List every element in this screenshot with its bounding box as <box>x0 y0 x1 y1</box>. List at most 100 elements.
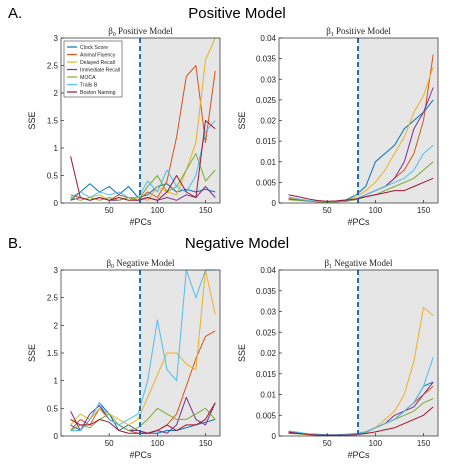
section-a-title: Positive Model <box>188 5 286 22</box>
y-tick-label: 0 <box>272 199 277 208</box>
series-line-6 <box>70 269 216 431</box>
section-b-letter: B. <box>8 235 22 252</box>
y-tick-label: 0.5 <box>47 404 59 413</box>
y-axis-label: SSE <box>27 111 37 129</box>
y-tick-label: 1.5 <box>47 117 59 126</box>
y-tick-label: 0.005 <box>256 411 277 420</box>
y-tick-label: 2.5 <box>47 62 59 71</box>
chart-title-subscript: 0 <box>111 264 114 270</box>
x-axis-label: #PCs <box>347 217 370 227</box>
y-axis-label: SSE <box>27 344 37 362</box>
chart-title: β1 Negative Model <box>324 258 393 270</box>
x-tick-label: 50 <box>323 206 332 215</box>
chart-panel-2: β1 Positive Model 0 0.005 0.01 0.015 0.02 0.02… <box>237 26 439 227</box>
x-axis-label: #PCs <box>129 217 152 227</box>
x-tick-label: 100 <box>151 206 165 215</box>
chart-title-subscript: 1 <box>331 32 334 38</box>
y-tick-label: 0.03 <box>260 308 276 317</box>
legend-entry: Delayed Recall <box>80 60 115 66</box>
y-tick-label: 0.035 <box>256 55 277 64</box>
shaded-region <box>140 270 220 436</box>
series-line-6 <box>288 144 434 203</box>
y-tick-label: 0.04 <box>260 266 276 275</box>
x-tick-label: 150 <box>199 439 213 448</box>
series-line-7 <box>288 406 434 436</box>
x-tick-label: 50 <box>105 439 114 448</box>
x-axis-label: #PCs <box>129 450 152 460</box>
chart-title: β1 Positive Model <box>326 26 391 38</box>
section-a-header: A. Positive Model <box>8 5 286 22</box>
x-tick-label: 150 <box>417 206 431 215</box>
x-tick-label: 50 <box>323 439 332 448</box>
y-tick-label: 0.03 <box>260 75 276 84</box>
chart-title-text: Negative Model <box>332 258 393 268</box>
series-line-3 <box>70 269 216 426</box>
y-tick-label: 0.015 <box>256 370 277 379</box>
y-tick-label: 0.015 <box>256 137 277 146</box>
legend-entry: MOCA <box>80 75 96 81</box>
x-axis-label: #PCs <box>347 450 370 460</box>
y-tick-label: 0 <box>54 199 59 208</box>
y-tick-label: 0.02 <box>260 117 276 126</box>
y-tick-label: 1.5 <box>47 349 59 358</box>
y-tick-label: 0.025 <box>256 96 277 105</box>
shaded-region <box>140 38 220 203</box>
y-tick-label: 0.02 <box>260 349 276 358</box>
chart-title-text: Positive Model <box>334 26 392 36</box>
legend-entry: Clock Score <box>80 45 108 51</box>
y-tick-label: 0.5 <box>47 172 59 181</box>
y-tick-label: 0.025 <box>256 328 277 337</box>
chart-title-text: Negative Model <box>114 258 175 268</box>
y-tick-label: 3 <box>54 34 59 43</box>
chart-panel-4: β1 Negative Model 0 0.005 0.01 0.015 0.02 0.02… <box>237 258 439 460</box>
y-tick-label: 0 <box>272 432 277 441</box>
chart-title: β0 Negative Model <box>106 258 175 270</box>
x-tick-label: 150 <box>417 439 431 448</box>
y-tick-label: 0.01 <box>260 391 276 400</box>
series-line-7 <box>288 177 434 202</box>
y-tick-label: 2 <box>54 89 59 98</box>
chart-title-text: Positive Model <box>116 26 174 36</box>
x-tick-label: 100 <box>369 439 383 448</box>
legend-entry: Immediate Recall <box>80 68 120 74</box>
legend-entry: Trails B <box>80 83 98 89</box>
y-tick-label: 2 <box>54 321 59 330</box>
y-tick-label: 0.005 <box>256 178 277 187</box>
section-b-header: B. Negative Model <box>8 235 289 252</box>
y-tick-label: 2.5 <box>47 294 59 303</box>
chart-title-subscript: 0 <box>113 32 116 38</box>
y-axis-label: SSE <box>237 344 247 362</box>
series-line-7 <box>70 402 216 434</box>
chart-title: β0 Positive Model <box>108 26 173 38</box>
chart-title-beta: β <box>108 26 113 36</box>
chart-title-beta: β <box>106 258 111 268</box>
y-tick-label: 0.04 <box>260 34 276 43</box>
section-a-letter: A. <box>8 5 22 22</box>
series-line-7 <box>70 120 216 201</box>
y-tick-label: 3 <box>54 266 59 275</box>
y-tick-label: 1 <box>54 144 59 153</box>
shaded-region <box>358 270 438 436</box>
y-tick-label: 0 <box>54 432 59 441</box>
section-b-title: Negative Model <box>185 235 289 252</box>
series-line-4 <box>70 396 216 434</box>
y-tick-label: 0.01 <box>260 158 276 167</box>
shaded-region <box>358 38 438 203</box>
legend-entry: Boston Naming <box>80 90 116 96</box>
x-tick-label: 150 <box>199 206 213 215</box>
chart-title-beta: β <box>324 258 329 268</box>
series-line-6 <box>70 120 216 198</box>
x-tick-label: 50 <box>105 206 114 215</box>
y-axis-label: SSE <box>237 111 247 129</box>
series-line-5 <box>70 407 216 431</box>
chart-title-subscript: 1 <box>329 264 332 270</box>
legend-entry: Animal Fluency <box>80 53 116 59</box>
x-tick-label: 100 <box>151 439 165 448</box>
y-tick-label: 0.035 <box>256 287 277 296</box>
y-tick-label: 1 <box>54 377 59 386</box>
chart-title-beta: β <box>326 26 331 36</box>
